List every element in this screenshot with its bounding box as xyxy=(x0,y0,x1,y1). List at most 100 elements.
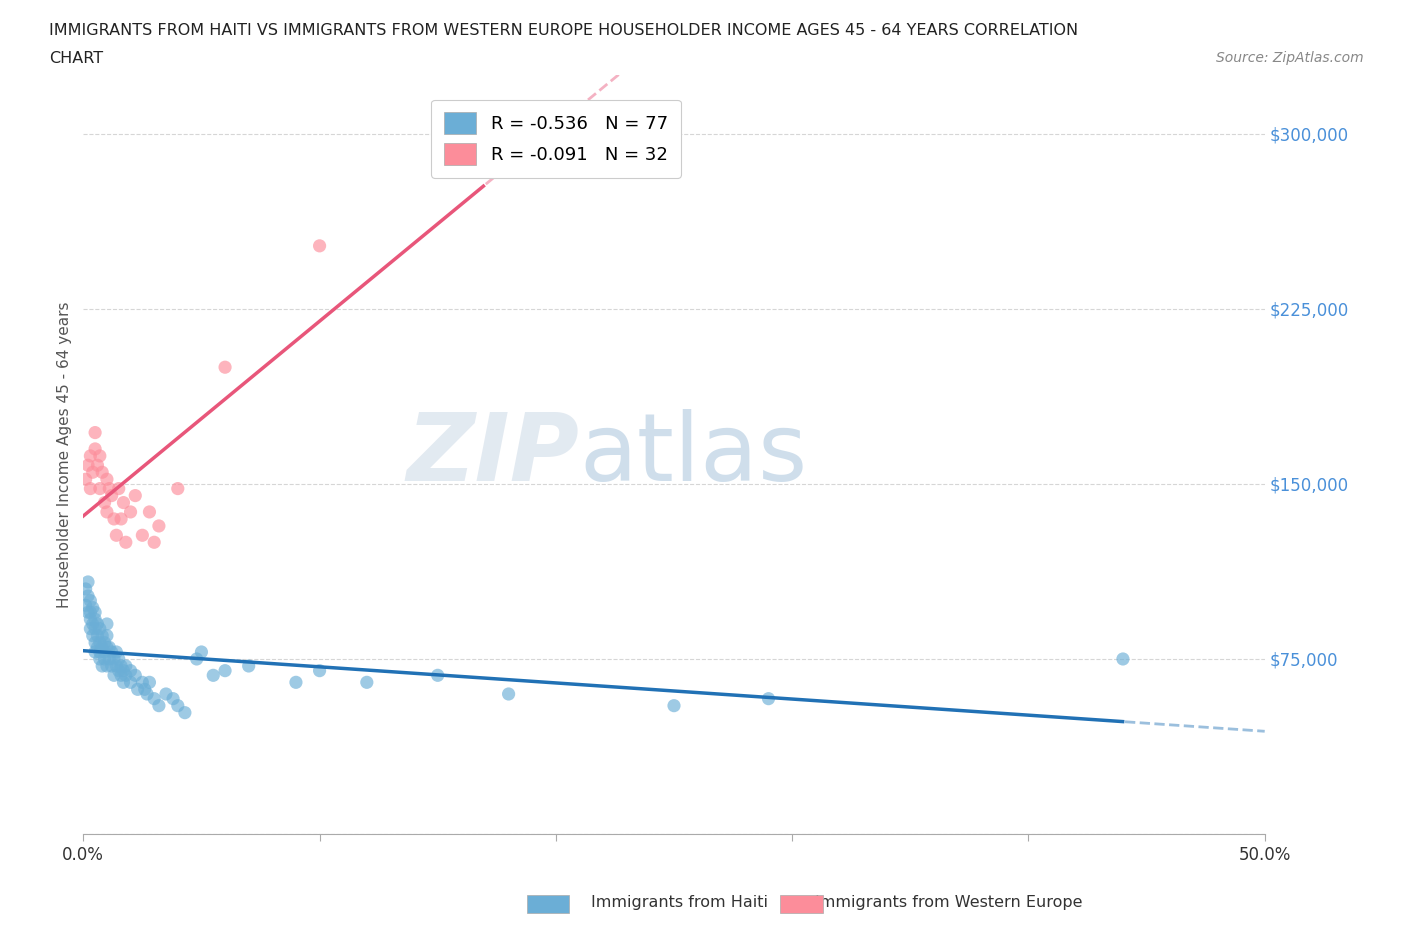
Point xyxy=(105,644,128,659)
Point xyxy=(79,612,101,627)
Point xyxy=(112,663,135,678)
Point xyxy=(662,698,685,713)
Point xyxy=(214,360,236,375)
Point xyxy=(84,621,107,636)
Point xyxy=(86,617,108,631)
Point xyxy=(120,504,142,519)
Point xyxy=(96,628,118,643)
Point xyxy=(100,644,122,659)
Point xyxy=(143,535,166,550)
Point xyxy=(138,504,160,519)
Point xyxy=(75,581,97,596)
Point xyxy=(103,652,125,667)
Point xyxy=(82,600,104,615)
Point xyxy=(131,528,153,543)
Point xyxy=(100,658,122,673)
Point xyxy=(155,686,177,701)
Point xyxy=(89,644,111,659)
Point xyxy=(148,519,170,534)
Point xyxy=(114,668,136,683)
Point xyxy=(82,617,104,631)
Point xyxy=(89,621,111,636)
Point xyxy=(112,675,135,690)
Point xyxy=(308,238,330,253)
Point xyxy=(148,698,170,713)
Point xyxy=(202,668,225,683)
Point xyxy=(82,628,104,643)
Point xyxy=(112,495,135,510)
Point xyxy=(79,604,101,619)
Point xyxy=(284,675,307,690)
Point xyxy=(105,528,128,543)
Point xyxy=(174,705,197,720)
Point xyxy=(308,663,330,678)
Point xyxy=(120,675,142,690)
Point xyxy=(77,458,100,472)
Point xyxy=(110,668,132,683)
Y-axis label: Householder Income Ages 45 - 64 years: Householder Income Ages 45 - 64 years xyxy=(58,301,72,608)
Point xyxy=(105,658,128,673)
Point xyxy=(91,658,114,673)
Point xyxy=(96,617,118,631)
Point xyxy=(1112,652,1135,667)
Point xyxy=(166,481,188,496)
Point xyxy=(91,628,114,643)
Point xyxy=(84,425,107,440)
Point xyxy=(93,652,115,667)
Point xyxy=(186,652,208,667)
Text: IMMIGRANTS FROM HAITI VS IMMIGRANTS FROM WESTERN EUROPE HOUSEHOLDER INCOME AGES : IMMIGRANTS FROM HAITI VS IMMIGRANTS FROM… xyxy=(49,23,1078,38)
Point xyxy=(114,535,136,550)
Point xyxy=(98,640,121,655)
Point xyxy=(131,675,153,690)
Point xyxy=(107,652,129,667)
Point xyxy=(498,686,520,701)
Point xyxy=(124,488,146,503)
Point xyxy=(84,442,107,457)
Point xyxy=(96,640,118,655)
Point xyxy=(166,698,188,713)
Point xyxy=(127,682,149,697)
Point xyxy=(103,668,125,683)
Point xyxy=(238,658,260,673)
Point xyxy=(89,635,111,650)
Text: Source: ZipAtlas.com: Source: ZipAtlas.com xyxy=(1216,51,1364,65)
Point xyxy=(84,635,107,650)
Point xyxy=(84,644,107,659)
Point xyxy=(91,465,114,480)
Point xyxy=(86,640,108,655)
Point xyxy=(89,652,111,667)
Point xyxy=(114,658,136,673)
Point xyxy=(96,504,118,519)
Point xyxy=(89,448,111,463)
Point xyxy=(162,691,184,706)
Point xyxy=(75,598,97,613)
Point xyxy=(86,458,108,472)
Point xyxy=(138,675,160,690)
Point xyxy=(93,635,115,650)
Point xyxy=(96,658,118,673)
Point xyxy=(426,668,449,683)
Point xyxy=(110,512,132,526)
Point xyxy=(758,691,780,706)
Text: atlas: atlas xyxy=(579,409,807,500)
Point xyxy=(77,604,100,619)
Point xyxy=(77,575,100,590)
Point xyxy=(84,612,107,627)
Text: Immigrants from Western Europe: Immigrants from Western Europe xyxy=(815,895,1083,910)
Point xyxy=(120,663,142,678)
Point xyxy=(107,663,129,678)
Point xyxy=(77,589,100,604)
Point xyxy=(89,481,111,496)
Text: Immigrants from Haiti: Immigrants from Haiti xyxy=(591,895,768,910)
Legend: R = -0.536   N = 77, R = -0.091   N = 32: R = -0.536 N = 77, R = -0.091 N = 32 xyxy=(432,100,681,178)
Point xyxy=(82,465,104,480)
Point xyxy=(100,488,122,503)
Point xyxy=(79,448,101,463)
Point xyxy=(103,512,125,526)
Point xyxy=(93,495,115,510)
Point xyxy=(79,621,101,636)
Point xyxy=(143,691,166,706)
Point xyxy=(79,481,101,496)
Point xyxy=(93,644,115,659)
Text: CHART: CHART xyxy=(49,51,103,66)
